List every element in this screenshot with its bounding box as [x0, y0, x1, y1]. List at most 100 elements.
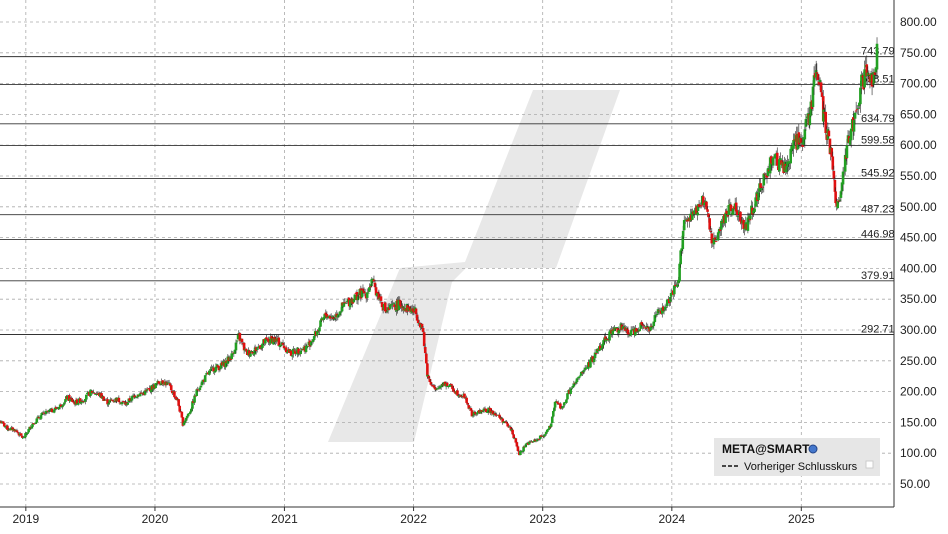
candle-down [769, 156, 773, 164]
candle-up [566, 393, 569, 400]
candle-down [212, 367, 215, 372]
candle-up [193, 395, 196, 403]
candle-up [803, 129, 807, 140]
candle-up [183, 420, 187, 423]
candle-up [230, 353, 234, 359]
candle-up [340, 302, 344, 312]
candle-down [873, 72, 877, 75]
candle-down [19, 433, 23, 436]
candle-up [353, 294, 357, 301]
candle-down [450, 383, 453, 386]
candle-down [216, 365, 220, 367]
candle-up [875, 43, 879, 70]
candle-down [594, 353, 598, 355]
candle-down [297, 348, 300, 354]
candle-up [615, 327, 618, 329]
candle-up [89, 389, 92, 396]
candle-up [554, 401, 558, 402]
candle-down [832, 170, 836, 179]
candle-down [422, 332, 426, 347]
candle-up [285, 351, 289, 353]
candle-down [146, 388, 150, 390]
candle-down [830, 147, 834, 157]
candle-down [379, 296, 383, 301]
candle-up [356, 296, 360, 301]
candle-up [778, 159, 781, 172]
candle-up [572, 383, 576, 387]
candle-up [519, 451, 522, 455]
candle-up [200, 381, 204, 386]
candle-up [600, 347, 603, 350]
candle-down [289, 350, 293, 356]
candle-up [574, 381, 578, 384]
candle-up [812, 75, 816, 87]
candle-up [578, 375, 582, 377]
candle-up [804, 118, 808, 127]
candle-down [511, 429, 514, 435]
candle-down [11, 427, 15, 431]
candle-down [599, 345, 602, 350]
candle-down [695, 206, 698, 215]
candle-up [712, 237, 716, 245]
candle-down [512, 434, 515, 439]
x-tick-label: 2024 [658, 512, 685, 526]
candle-up [204, 373, 208, 375]
candle-up [522, 446, 525, 452]
candle-up [524, 444, 528, 448]
candle-down [75, 399, 79, 405]
candle-down [157, 381, 161, 384]
candle-up [236, 334, 240, 340]
candle-down [111, 400, 115, 402]
candle-up [724, 212, 727, 224]
candle-up [766, 168, 770, 177]
candle-up [842, 172, 846, 174]
candle-up [48, 410, 52, 412]
legend-checkbox[interactable] [865, 460, 874, 469]
candle-up [397, 299, 401, 311]
x-tick-label: 2021 [271, 512, 298, 526]
candle-down [865, 64, 869, 77]
candle-up [621, 326, 625, 329]
candle-down [467, 405, 471, 409]
candle-down [509, 427, 513, 431]
y-tick-label: 400.00 [900, 261, 937, 275]
candle-up [704, 200, 707, 202]
candle-up [859, 87, 862, 105]
candle-up [199, 385, 203, 388]
candle-down [761, 186, 765, 188]
y-tick-label: 300.00 [900, 323, 937, 337]
candle-up [785, 165, 788, 173]
candle-up [279, 344, 283, 347]
candle-up [234, 342, 238, 351]
y-tick-label: 500.00 [900, 200, 937, 214]
candle-up [840, 182, 844, 192]
candle-down [277, 337, 281, 346]
candle-down [1, 421, 5, 424]
candle-down [433, 387, 437, 389]
candle-down [118, 402, 122, 404]
candle-up [552, 410, 555, 417]
candle-up [250, 351, 253, 353]
candle-up [120, 401, 124, 405]
candle-up [299, 350, 303, 355]
candle-down [180, 411, 184, 418]
candle-down [393, 304, 396, 308]
candle-up [371, 278, 375, 280]
y-tick-label: 800.00 [900, 15, 937, 29]
candle-up [716, 232, 720, 241]
candle-up [47, 410, 51, 412]
candle-up [438, 386, 442, 389]
candle-down [498, 414, 501, 418]
candle-up [677, 279, 680, 284]
y-tick-label: 50.00 [900, 477, 930, 491]
level-label: 487.23 [861, 204, 895, 216]
candle-up [352, 299, 356, 303]
candle-up [155, 383, 159, 385]
candle-down [515, 442, 519, 447]
candle-up [447, 386, 451, 388]
candle-down [466, 402, 469, 405]
candle-up [662, 310, 666, 312]
candle-up [26, 432, 29, 434]
candle-up [681, 230, 685, 237]
candle-up [665, 299, 669, 307]
